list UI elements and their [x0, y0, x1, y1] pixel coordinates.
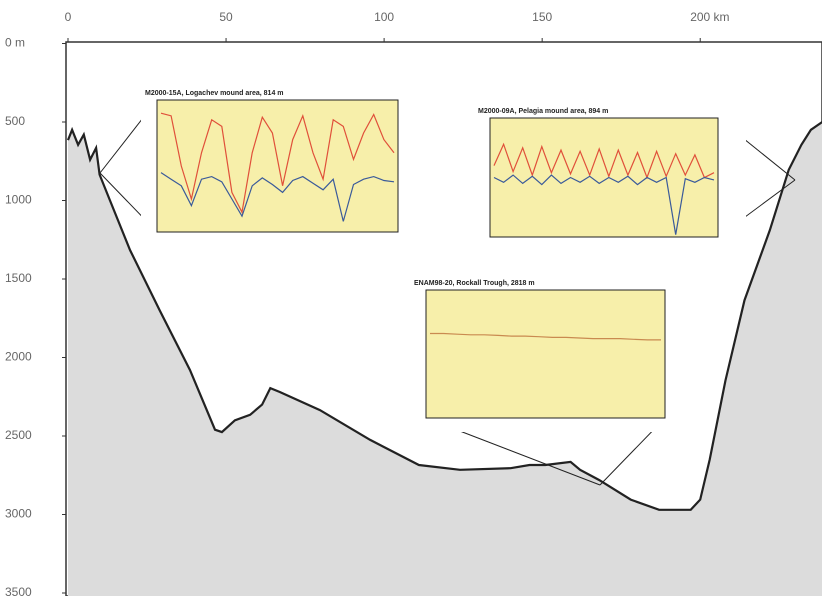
x-tick-label: 150	[532, 10, 552, 24]
inset-title: M2000-15A, Logachev mound area, 814 m	[145, 90, 284, 97]
inset-chart: M2000-15A, Logachev mound area, 814 m	[141, 88, 426, 246]
x-tick-label: 0	[65, 10, 72, 24]
y-tick-label: 2500	[5, 428, 32, 442]
y-tick-label: 3000	[5, 507, 32, 521]
inset-chart: ENAM98-20, Rockall Trough, 2818 m	[410, 278, 693, 432]
x-tick-label: 50	[219, 10, 233, 24]
inset-title: ENAM98-20, Rockall Trough, 2818 m	[414, 280, 535, 287]
chart: 0 50 100 150 200 km 0 m 500 1000 1500 2000 2500 300…	[0, 0, 822, 596]
x-tick-label: 100	[374, 10, 394, 24]
x-tick-label: 200 km	[690, 10, 729, 24]
inset-plot	[157, 100, 398, 232]
y-tick-label: 0 m	[5, 36, 25, 50]
y-tick-label: 3500	[5, 585, 32, 596]
y-tick-label: 1500	[5, 271, 32, 285]
y-tick-label: 1000	[5, 193, 32, 207]
y-tick-label: 2000	[5, 350, 32, 364]
inset-plot	[426, 290, 665, 418]
y-tick-label: 500	[5, 114, 25, 128]
inset-plot	[490, 118, 718, 237]
inset-chart: M2000-09A, Pelagia mound area, 894 m	[474, 106, 746, 251]
inset-title: M2000-09A, Pelagia mound area, 894 m	[478, 108, 608, 115]
